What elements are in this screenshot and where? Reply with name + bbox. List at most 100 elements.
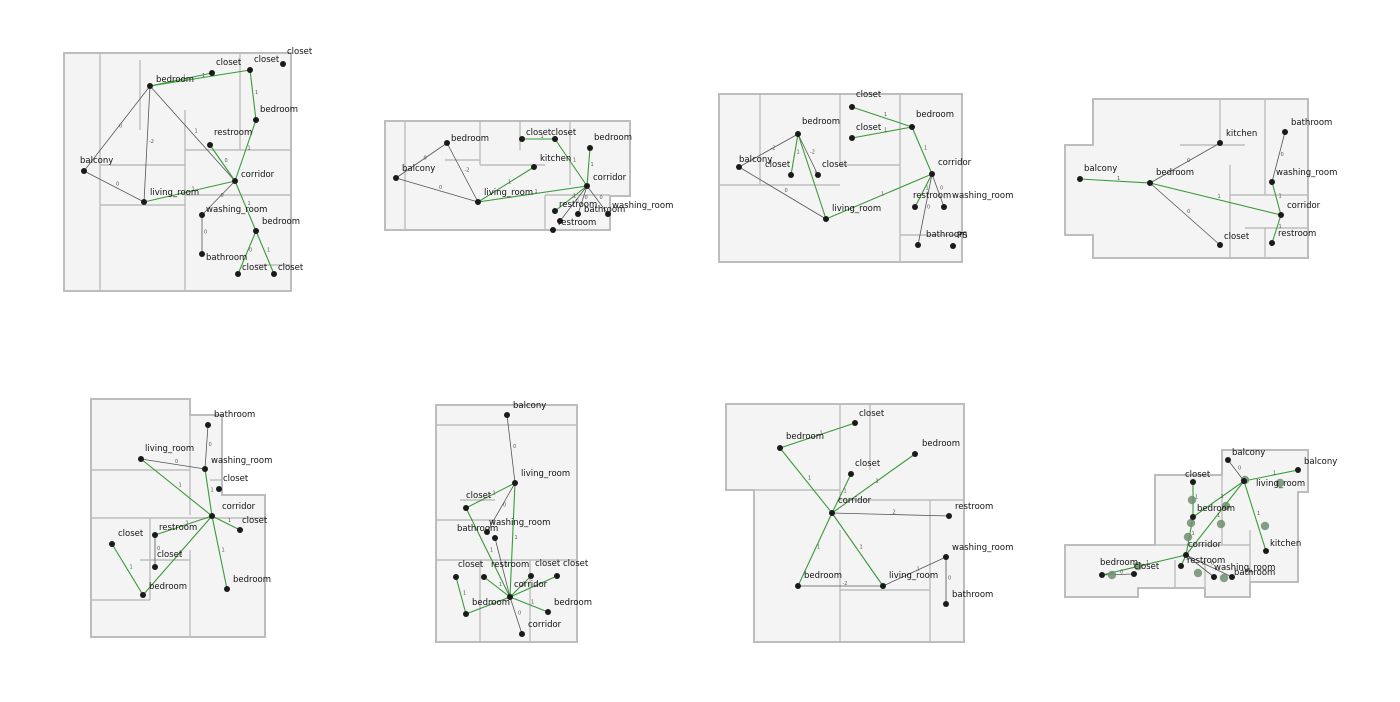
edge-weight-label: 0 bbox=[1187, 158, 1190, 164]
edge-weight-label: 1 bbox=[1218, 194, 1221, 200]
edge-weight-label: 1 bbox=[211, 488, 214, 494]
adjacency-edge bbox=[1271, 214, 1282, 244]
room-node bbox=[528, 573, 534, 579]
room-label: bathroom bbox=[952, 590, 993, 600]
room-node bbox=[232, 178, 238, 184]
room-label: washing_room bbox=[1214, 563, 1275, 573]
edge-weight-label: 1 bbox=[183, 75, 186, 81]
edge-weight-label: 1 bbox=[248, 146, 251, 152]
edge-weight-label: 1 bbox=[195, 129, 198, 135]
edge-weight-label: 1 bbox=[1146, 560, 1149, 566]
room-node bbox=[202, 466, 208, 472]
room-node bbox=[1269, 240, 1275, 246]
edge-weight-label: 1 bbox=[536, 582, 539, 588]
room-label: bedroom bbox=[1100, 558, 1138, 568]
room-node bbox=[224, 586, 230, 592]
room-node bbox=[823, 216, 829, 222]
edge-weight-label: 1 bbox=[228, 518, 231, 524]
adjacency-edge bbox=[143, 180, 236, 203]
edge-weight-label: 0 bbox=[1120, 570, 1123, 576]
room-label: restroom bbox=[1187, 556, 1225, 566]
edge-weight-label: 1 bbox=[884, 128, 887, 134]
adjacency-edge bbox=[1149, 182, 1221, 246]
adjacency-edge bbox=[1101, 554, 1187, 576]
edge-weight-label: 0 bbox=[221, 193, 224, 199]
room-node bbox=[943, 601, 949, 607]
room-label: bedroom bbox=[804, 571, 842, 581]
room-label: kitchen bbox=[540, 154, 571, 164]
room-node bbox=[1211, 574, 1217, 580]
room-node bbox=[552, 136, 558, 142]
edge-weight-label: 1 bbox=[499, 582, 502, 588]
room-label: closet bbox=[1134, 562, 1160, 572]
node-highlight-marker bbox=[1275, 478, 1285, 488]
adjacency-edge bbox=[509, 575, 532, 598]
adjacency-edge bbox=[140, 458, 206, 470]
adjacency-edge bbox=[790, 133, 799, 176]
room-label: restroom bbox=[491, 560, 529, 570]
edge-weight-label: 1 bbox=[1195, 495, 1198, 501]
adjacency-edge bbox=[559, 185, 588, 222]
adjacency-edge bbox=[917, 173, 933, 246]
room-label: closet bbox=[118, 529, 144, 539]
room-label: balcony bbox=[80, 156, 113, 166]
edge-weight-label: 1 bbox=[493, 491, 496, 497]
adjacency-edge bbox=[211, 515, 228, 590]
room-node bbox=[587, 145, 593, 151]
room-node bbox=[247, 67, 253, 73]
room-label: washing_room bbox=[952, 543, 1013, 553]
adjacency-edge bbox=[211, 515, 241, 531]
room-node bbox=[1282, 129, 1288, 135]
adjacency-edge bbox=[1149, 142, 1221, 184]
room-label: closet bbox=[278, 263, 304, 273]
room-node bbox=[1229, 574, 1235, 580]
room-node bbox=[507, 594, 513, 600]
room-node bbox=[393, 175, 399, 181]
room-node bbox=[209, 513, 215, 519]
adjacency-edge bbox=[554, 185, 588, 212]
room-label: bedroom bbox=[149, 582, 187, 592]
edge-weight-label: 0 bbox=[204, 230, 207, 236]
adjacency-edge bbox=[455, 576, 467, 615]
node-highlight-marker bbox=[1186, 518, 1196, 528]
room-label: closet bbox=[1224, 232, 1250, 242]
edge-weight-label: 0 bbox=[439, 185, 442, 191]
edge-weight-label: 1 bbox=[844, 489, 847, 495]
adjacency-edge bbox=[738, 133, 799, 168]
edge-weight-label: 1 bbox=[186, 521, 189, 527]
room-label: restroom bbox=[1278, 229, 1316, 239]
room-node bbox=[453, 574, 459, 580]
adjacency-edge bbox=[797, 512, 833, 587]
adjacency-edge bbox=[486, 482, 516, 533]
room-label: corridor bbox=[222, 502, 256, 512]
floor-outline bbox=[1064, 98, 1309, 259]
adjacency-edge bbox=[1149, 182, 1282, 216]
room-label: bedroom bbox=[451, 134, 489, 144]
room-label: bedroom bbox=[554, 598, 592, 608]
edge-weight-label: 1 bbox=[591, 162, 594, 168]
room-label: restroom bbox=[913, 191, 951, 201]
room-node bbox=[199, 212, 205, 218]
floor-outline bbox=[725, 403, 965, 643]
room-node bbox=[519, 631, 525, 637]
edge-weight-label: -2 bbox=[771, 146, 776, 152]
adjacency-edge bbox=[201, 180, 236, 216]
room-label: washing_room bbox=[489, 518, 550, 528]
room-label: closet bbox=[859, 409, 885, 419]
room-node bbox=[941, 204, 947, 210]
room-label: bathroom bbox=[584, 205, 625, 215]
room-label: bathroom bbox=[457, 524, 498, 534]
adjacency-edge bbox=[1185, 480, 1245, 556]
room-node bbox=[552, 208, 558, 214]
edge-weight-label: 0 bbox=[424, 156, 427, 162]
edge-weight-label: 1 bbox=[508, 180, 511, 186]
adjacency-edge bbox=[395, 177, 479, 203]
adjacency-edge bbox=[494, 537, 511, 598]
room-label: balcony bbox=[739, 155, 772, 165]
edge-weight-label: 1 bbox=[820, 431, 823, 437]
room-label: bathroom bbox=[214, 410, 255, 420]
adjacency-edge bbox=[1185, 554, 1233, 578]
edge-weight-label: 1 bbox=[1221, 494, 1224, 500]
room-node bbox=[280, 61, 286, 67]
